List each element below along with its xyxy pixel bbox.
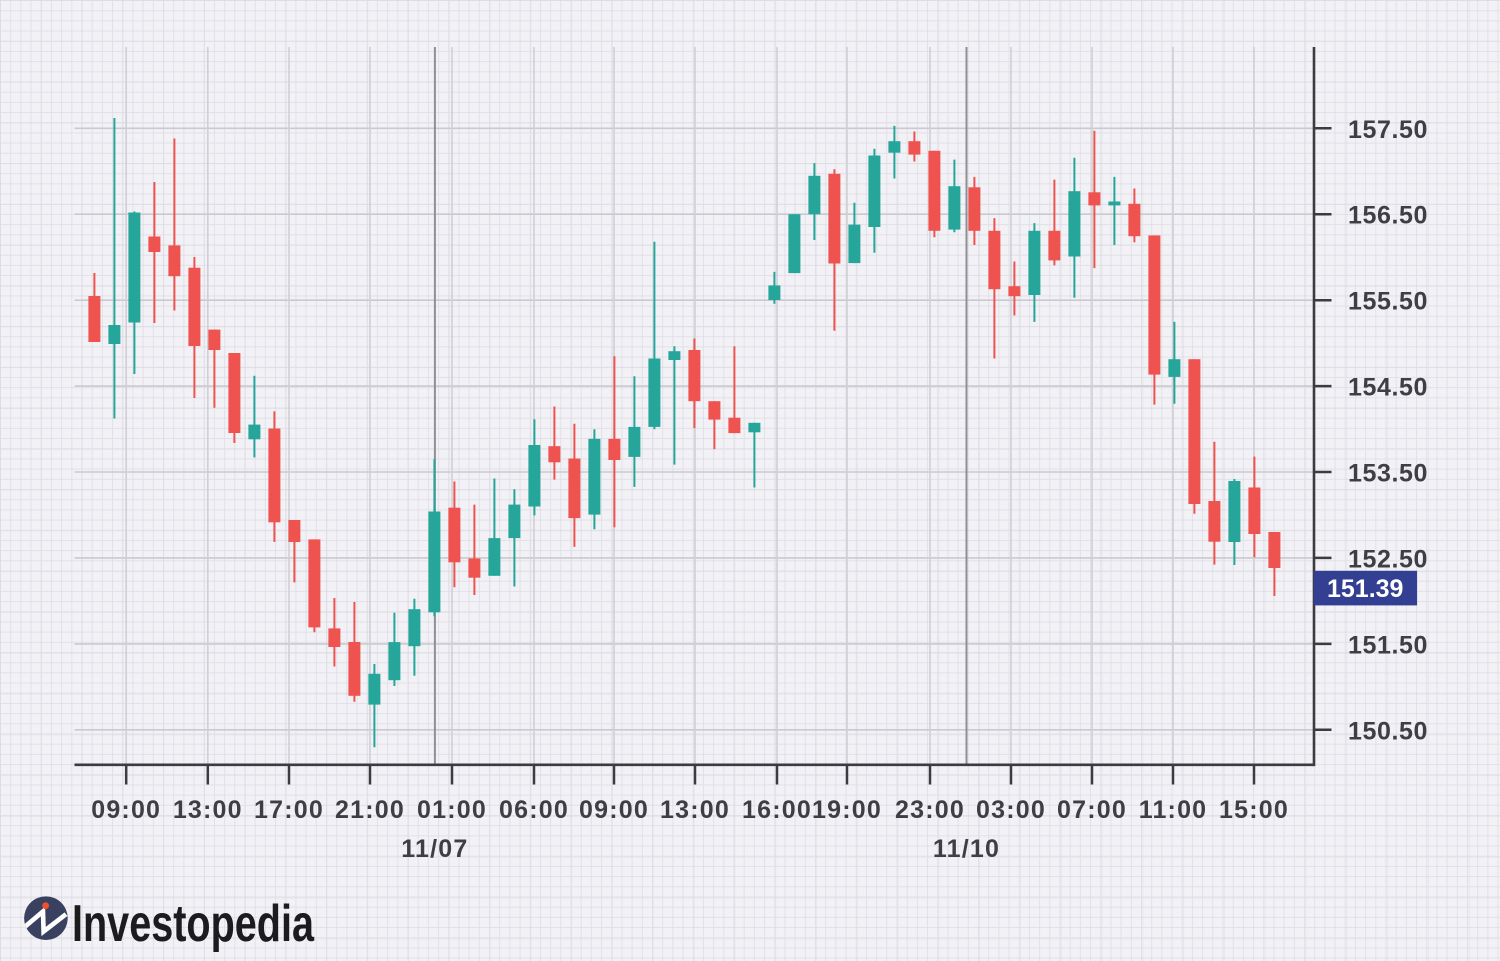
svg-text:01:00: 01:00 xyxy=(417,796,487,824)
svg-text:03:00: 03:00 xyxy=(976,796,1046,824)
svg-text:152.50: 152.50 xyxy=(1348,545,1428,573)
svg-text:154.50: 154.50 xyxy=(1348,374,1428,402)
svg-text:151.50: 151.50 xyxy=(1348,631,1428,659)
svg-text:09:00: 09:00 xyxy=(579,796,649,824)
svg-text:09:00: 09:00 xyxy=(91,796,161,824)
svg-text:155.50: 155.50 xyxy=(1348,288,1428,316)
svg-text:19:00: 19:00 xyxy=(812,796,882,824)
svg-text:13:00: 13:00 xyxy=(173,796,243,824)
svg-text:11:00: 11:00 xyxy=(1139,796,1208,824)
svg-text:07:00: 07:00 xyxy=(1057,796,1127,824)
svg-text:13:00: 13:00 xyxy=(660,796,730,824)
svg-text:150.50: 150.50 xyxy=(1348,717,1428,745)
svg-text:151.39: 151.39 xyxy=(1327,575,1403,603)
svg-text:15:00: 15:00 xyxy=(1219,796,1289,824)
svg-text:16:00: 16:00 xyxy=(742,796,812,824)
svg-text:11/07: 11/07 xyxy=(401,835,468,863)
svg-text:06:00: 06:00 xyxy=(499,796,569,824)
svg-text:11/10: 11/10 xyxy=(933,835,1000,863)
svg-text:23:00: 23:00 xyxy=(895,796,965,824)
svg-text:157.50: 157.50 xyxy=(1348,116,1428,144)
svg-text:17:00: 17:00 xyxy=(254,796,324,824)
svg-text:21:00: 21:00 xyxy=(335,796,405,824)
svg-text:Investopedia: Investopedia xyxy=(72,895,315,953)
svg-text:156.50: 156.50 xyxy=(1348,202,1428,230)
svg-text:153.50: 153.50 xyxy=(1348,460,1428,488)
